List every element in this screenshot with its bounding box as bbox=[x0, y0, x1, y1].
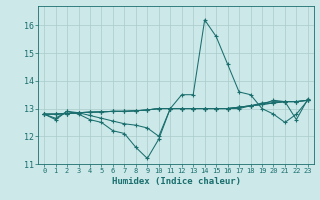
X-axis label: Humidex (Indice chaleur): Humidex (Indice chaleur) bbox=[111, 177, 241, 186]
